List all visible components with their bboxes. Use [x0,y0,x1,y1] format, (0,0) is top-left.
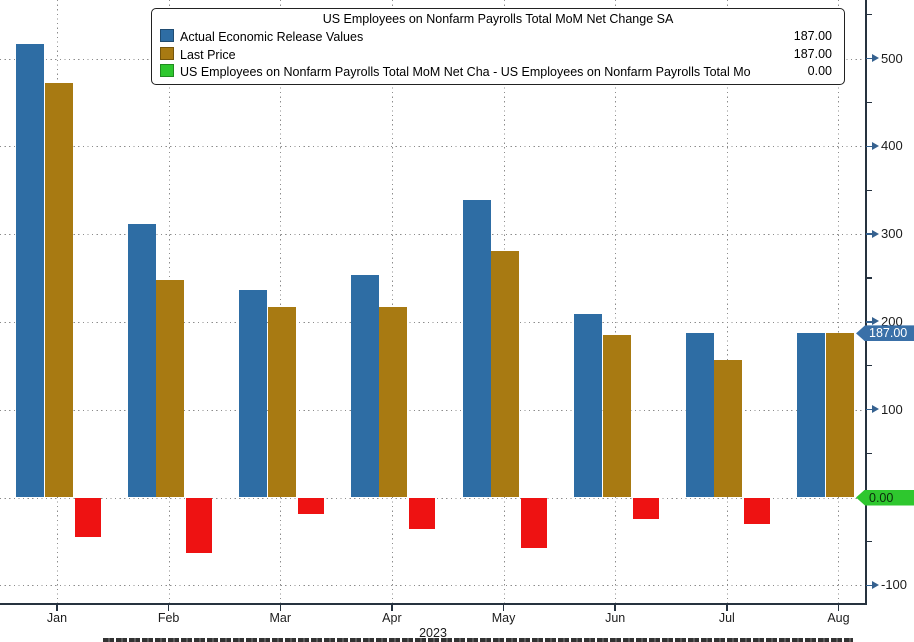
bar-last-price [267,306,296,498]
y-axis-tick-arrow-icon [866,321,874,323]
y-axis-minor-tick [867,540,872,543]
y-axis-tick-label: 400 [881,138,903,154]
y-axis-tick-arrow-icon [872,405,879,414]
x-axis-tick [614,604,616,611]
bar-revision-diff [521,497,548,549]
x-axis-tick [837,604,840,611]
legend-swatch-revision-diff [160,64,174,77]
bar-revision-diff [744,497,771,524]
y-axis-minor-tick [867,277,872,279]
y-axis-tick-arrow-icon [872,229,879,238]
bar-actual-release [797,333,826,498]
legend-label-revision-diff: US Employees on Nonfarm Payrolls Total M… [180,65,751,79]
bar-actual-release [239,290,268,498]
bar-last-price [379,306,408,498]
bar-actual-release [462,199,491,498]
legend-value-last-price: 187.00 [793,46,832,61]
bar-last-price [714,359,743,498]
bar-actual-release [16,43,44,498]
y-axis-tick-label: 200 [881,313,903,329]
bar-revision-diff [186,497,213,553]
y-axis-line [865,0,867,605]
legend-item-revision-diff: US Employees on Nonfarm Payrolls Total M… [152,63,844,81]
y-axis-tick-arrow-icon [866,57,874,60]
y-axis-tick-label: 500 [881,50,903,66]
bar-revision-diff [409,497,436,530]
v-gridline [391,0,393,604]
y-axis-tick-arrow-icon [872,54,879,62]
y-axis-tick-arrow-icon [872,580,879,589]
x-axis-line [0,603,867,605]
bar-last-price [602,335,631,498]
bar-revision-diff [74,497,101,537]
x-axis-month-label: Jan [46,611,68,625]
h-gridline [0,321,866,323]
x-axis-month-label: Jun [605,611,626,625]
bar-last-price [156,279,185,498]
v-gridline [280,0,282,604]
legend-item-last-price: Last Price 187.00 [152,46,844,64]
axis-value-badge: 0.00 [856,489,914,506]
h-gridline [0,409,866,411]
y-axis-tick-arrow-icon [866,233,874,235]
legend-label-actual: Actual Economic Release Values [180,30,364,44]
x-axis-tick [167,604,170,611]
y-axis-tick-arrow-icon [872,317,879,326]
y-axis-minor-tick [867,189,872,191]
y-axis-tick-arrow-icon [866,409,874,411]
bar-last-price [491,250,520,498]
legend-value-actual: 187.00 [793,29,832,43]
x-axis-tick [56,604,58,611]
legend-swatch-last-price [160,46,174,60]
axis-value-badge: 187.00 [856,325,914,342]
cropped-bottom-text-strip [103,638,853,642]
axis-value-badge-label: 0.00 [869,490,894,505]
x-axis-year-label: 2023 [419,626,447,640]
legend-swatch-actual [160,29,174,42]
v-gridline [838,0,840,604]
y-axis-tick-label: -100 [881,577,908,593]
x-axis-month-label: Aug [827,611,850,625]
y-axis-minor-tick [867,101,872,104]
legend-box: US Employees on Nonfarm Payrolls Total M… [151,8,845,85]
legend-label-last-price: Last Price [180,47,236,62]
x-axis-tick [391,604,393,611]
y-axis-minor-tick [867,452,872,455]
y-axis-minor-tick [867,13,872,16]
h-gridline [0,585,866,587]
x-axis-month-label: Feb [157,611,180,625]
h-gridline [0,234,866,236]
legend-value-revision-diff: 0.00 [807,64,832,78]
chart-title: US Employees on Nonfarm Payrolls Total M… [322,12,674,26]
h-gridline [0,146,866,148]
bar-revision-diff [632,497,659,519]
v-gridline [726,0,728,604]
bar-last-price [825,333,854,498]
x-axis-tick [726,604,728,611]
bar-actual-release [574,313,603,498]
y-axis-tick-label: 300 [881,226,903,242]
bar-actual-release [685,333,714,498]
x-axis-tick [502,604,505,611]
y-axis-minor-tick [867,365,872,367]
v-gridline [615,0,617,604]
bar-last-price [44,83,73,498]
x-axis-month-label: Apr [382,611,402,625]
x-axis-month-label: Jul [718,611,735,625]
y-axis-tick-arrow-icon [866,584,874,586]
x-axis-month-label: Mar [269,611,292,625]
bar-actual-release [127,224,156,498]
x-axis-month-label: May [491,611,516,625]
y-axis-tick-arrow-icon [872,141,879,150]
bar-actual-release [350,275,379,498]
axis-value-badge-label: 187.00 [869,326,908,341]
y-axis-tick-arrow-icon [866,145,874,147]
y-axis-tick-label: 100 [881,401,903,417]
x-axis-tick [279,604,282,611]
legend-item-actual: Actual Economic Release Values 187.00 [152,28,844,46]
bar-revision-diff [297,497,324,515]
